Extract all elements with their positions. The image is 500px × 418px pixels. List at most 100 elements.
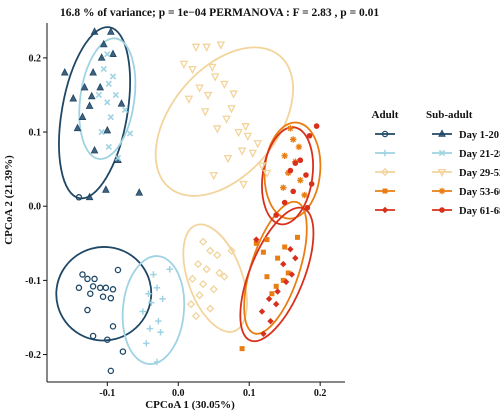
point-day-21-28-sub-adult bbox=[121, 106, 129, 113]
point-day-21-28-adult bbox=[153, 284, 161, 291]
point-day-61-68-adult bbox=[292, 254, 299, 262]
legend-label: Day 21-28 bbox=[459, 149, 500, 160]
point-day-21-28-sub-adult bbox=[105, 143, 112, 151]
y-tick-label: 0.2 bbox=[29, 53, 42, 64]
x-tick-label: 0.0 bbox=[172, 388, 185, 399]
point-day-61-68-adult bbox=[274, 288, 281, 295]
point-day-61-68-sub-adult bbox=[273, 212, 279, 218]
point-day-53-60-adult bbox=[285, 270, 291, 276]
series-day-61-68-adult bbox=[253, 236, 299, 337]
ellipse-day-1-20-sub-adult bbox=[58, 26, 131, 200]
point-day-29-52-sub-adult bbox=[220, 80, 229, 90]
point-day-1-20-adult bbox=[109, 323, 117, 330]
legend-header-subadult: Sub-adult bbox=[426, 109, 473, 121]
series-day-21-28-sub-adult bbox=[95, 50, 134, 162]
point-day-21-28-sub-adult bbox=[112, 91, 119, 99]
point-day-21-28-adult bbox=[157, 329, 164, 336]
x-tick-label: -0.1 bbox=[99, 388, 115, 399]
point-day-1-20-adult bbox=[96, 284, 104, 292]
point-day-29-52-sub-adult bbox=[229, 90, 238, 99]
point-day-1-20-adult bbox=[107, 367, 115, 375]
point-day-21-28-sub-adult bbox=[105, 80, 112, 87]
legend-marker-adult bbox=[381, 206, 389, 214]
point-day-21-28-sub-adult bbox=[126, 130, 134, 137]
point-day-29-52-sub-adult bbox=[262, 169, 272, 179]
point-day-29-52-sub-adult bbox=[200, 108, 210, 117]
legend-label: Day 61-68 bbox=[459, 206, 500, 217]
point-day-61-68-adult bbox=[280, 260, 287, 268]
point-day-21-28-adult bbox=[166, 266, 173, 273]
point-day-1-20-adult bbox=[89, 332, 97, 340]
point-day-1-20-sub-adult bbox=[90, 145, 99, 154]
point-day-1-20-sub-adult bbox=[135, 188, 144, 196]
axes: -0.1 0.0 0.1 0.2 -0.2 -0.1 0.0 0.1 0.2 bbox=[25, 23, 345, 399]
point-day-29-52-adult bbox=[188, 274, 197, 284]
point-day-61-68-adult bbox=[260, 330, 267, 337]
point-day-29-52-sub-adult bbox=[237, 147, 247, 156]
legend-header-adult: Adult bbox=[372, 109, 399, 121]
point-day-29-52-adult bbox=[206, 304, 215, 313]
point-day-53-60-adult bbox=[260, 249, 266, 255]
point-day-61-68-adult bbox=[282, 278, 290, 286]
point-day-1-20-sub-adult bbox=[73, 123, 82, 132]
point-day-1-20-sub-adult bbox=[87, 91, 96, 100]
point-day-61-68-sub-adult bbox=[292, 160, 299, 166]
point-day-29-52-sub-adult bbox=[223, 154, 233, 164]
ellipse-day-29-52-adult bbox=[182, 223, 248, 333]
point-day-1-20-adult bbox=[109, 286, 117, 293]
point-day-53-60-sub-adult bbox=[295, 143, 303, 151]
point-day-61-68-adult bbox=[267, 317, 274, 325]
point-day-1-20-sub-adult bbox=[78, 112, 87, 121]
point-day-1-20-adult bbox=[84, 306, 91, 314]
point-day-21-28-sub-adult bbox=[95, 91, 102, 99]
series-day-29-52-adult bbox=[186, 237, 236, 321]
point-day-61-68-sub-adult bbox=[290, 188, 297, 195]
ellipse-day-61-68-adult bbox=[239, 206, 315, 343]
point-day-1-20-adult bbox=[107, 294, 115, 302]
point-day-53-60-adult bbox=[239, 346, 245, 352]
y-tick-label: -0.2 bbox=[25, 350, 41, 361]
point-day-29-52-sub-adult bbox=[203, 91, 213, 101]
series-day-21-28-adult bbox=[139, 266, 173, 366]
point-day-53-60-adult bbox=[264, 274, 270, 280]
point-day-29-52-sub-adult bbox=[184, 95, 194, 104]
point-day-29-52-adult bbox=[202, 265, 211, 274]
point-day-29-52-adult bbox=[213, 251, 222, 260]
point-day-29-52-sub-adult bbox=[188, 65, 197, 75]
point-day-1-20-adult bbox=[102, 284, 110, 292]
point-day-61-68-sub-adult bbox=[287, 167, 294, 174]
point-day-1-20-adult bbox=[87, 290, 94, 297]
point-day-29-52-sub-adult bbox=[191, 43, 201, 52]
point-day-61-68-adult bbox=[253, 236, 260, 243]
point-day-29-52-sub-adult bbox=[209, 172, 219, 181]
point-day-1-20-sub-adult bbox=[109, 49, 117, 57]
point-day-29-52-sub-adult bbox=[248, 149, 258, 159]
point-day-53-60-adult bbox=[282, 244, 288, 250]
point-day-29-52-sub-adult bbox=[253, 140, 262, 149]
point-day-61-68-sub-adult bbox=[303, 172, 309, 178]
point-day-53-60-adult bbox=[280, 277, 286, 283]
point-day-61-68-adult bbox=[272, 300, 280, 308]
point-day-21-28-adult bbox=[159, 295, 166, 303]
y-tick-label: -0.1 bbox=[25, 276, 41, 287]
y-axis-title: CPCoA 2 (21.39%) bbox=[3, 155, 15, 245]
point-day-61-68-adult bbox=[265, 295, 273, 303]
point-day-1-20-adult bbox=[84, 275, 91, 283]
point-day-61-68-sub-adult bbox=[306, 132, 313, 139]
point-day-53-60-adult bbox=[269, 291, 275, 297]
point-day-21-28-sub-adult bbox=[109, 73, 117, 80]
ellipse-day-1-20-adult bbox=[55, 246, 153, 342]
point-day-1-20-sub-adult bbox=[96, 82, 105, 91]
legend-label: Day 1-20 bbox=[459, 130, 499, 141]
point-day-61-68-sub-adult bbox=[304, 204, 311, 211]
point-day-29-52-adult bbox=[194, 259, 203, 269]
point-day-1-20-adult bbox=[104, 336, 111, 343]
point-day-61-68-adult bbox=[288, 271, 295, 278]
point-day-1-20-sub-adult bbox=[99, 39, 108, 48]
chart-title: 16.8 % of variance; p = 1e−04 PERMANOVA … bbox=[60, 7, 379, 19]
point-day-61-68-sub-adult bbox=[297, 157, 304, 164]
series-day-1-20-sub-adult bbox=[60, 27, 144, 201]
point-day-1-20-sub-adult bbox=[60, 68, 69, 76]
point-day-1-20-adult bbox=[91, 275, 98, 283]
